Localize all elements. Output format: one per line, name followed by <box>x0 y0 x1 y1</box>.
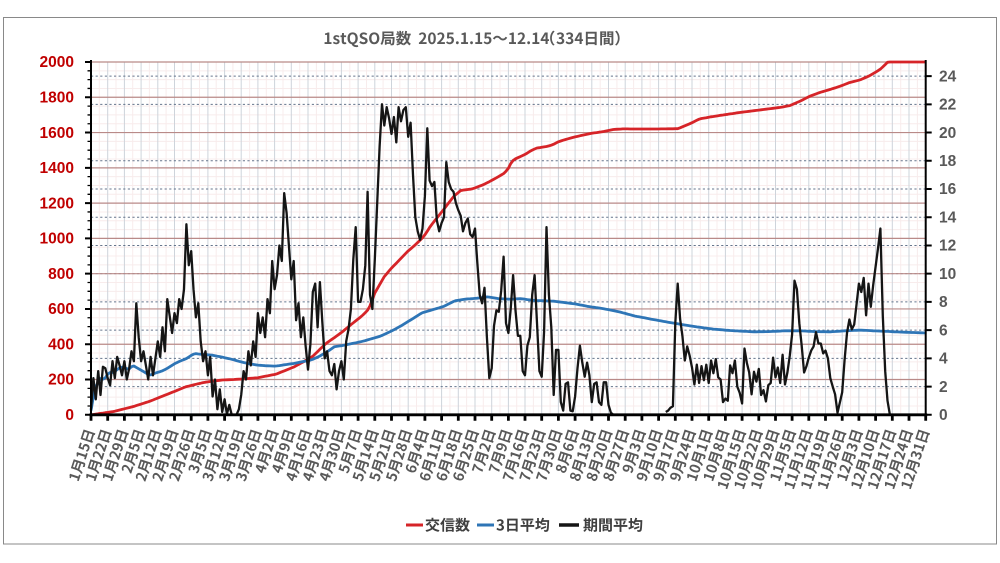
svg-text:1600: 1600 <box>40 125 74 142</box>
svg-text:14: 14 <box>939 209 957 226</box>
svg-text:20: 20 <box>939 125 956 142</box>
svg-text:0: 0 <box>65 407 74 424</box>
svg-text:400: 400 <box>48 336 74 353</box>
svg-text:18: 18 <box>939 153 957 170</box>
svg-text:6: 6 <box>939 322 948 339</box>
svg-text:4: 4 <box>939 351 948 368</box>
svg-text:2: 2 <box>939 379 948 396</box>
svg-text:12: 12 <box>939 238 956 255</box>
svg-text:16: 16 <box>939 181 957 198</box>
svg-text:2000: 2000 <box>40 54 74 71</box>
svg-text:24: 24 <box>939 68 957 85</box>
svg-text:22: 22 <box>939 97 956 114</box>
svg-text:10: 10 <box>939 266 956 283</box>
svg-text:1200: 1200 <box>40 195 74 212</box>
svg-text:800: 800 <box>48 266 74 283</box>
svg-text:1400: 1400 <box>40 160 74 177</box>
svg-text:1800: 1800 <box>40 90 74 107</box>
svg-text:200: 200 <box>48 372 74 389</box>
svg-text:0: 0 <box>939 407 948 424</box>
svg-text:8: 8 <box>939 294 948 311</box>
svg-text:1000: 1000 <box>40 231 74 248</box>
svg-text:600: 600 <box>48 301 74 318</box>
